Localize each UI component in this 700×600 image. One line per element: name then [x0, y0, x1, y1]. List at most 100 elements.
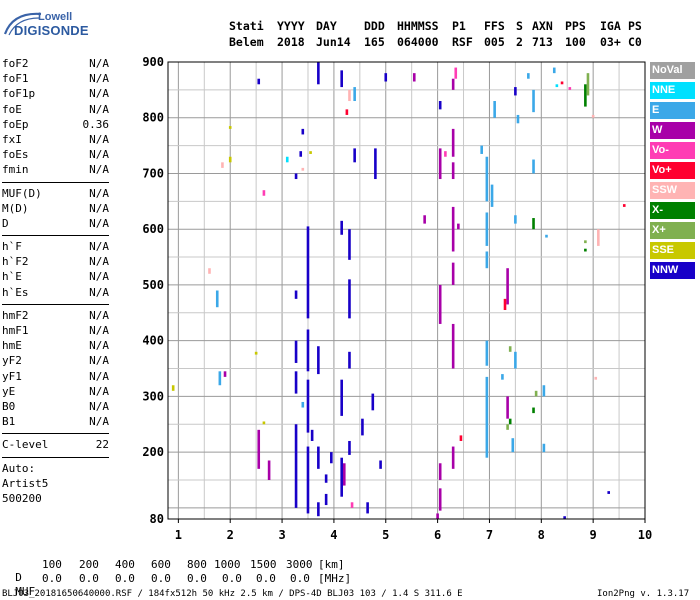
legend-item-vo: Vo+ — [650, 162, 695, 179]
data-strip-x — [584, 84, 587, 107]
data-strip-nnw — [340, 457, 343, 497]
y-tick-label: 700 — [142, 166, 164, 180]
param-name: yE — [2, 384, 16, 398]
param-name: C-level — [2, 438, 49, 452]
data-strip-x — [534, 390, 538, 397]
data-strip-sse — [228, 126, 232, 129]
data-strip-e — [301, 401, 305, 408]
y-tick-label: 80 — [150, 512, 164, 526]
param-value: N/A — [89, 132, 109, 146]
data-strip-w — [438, 284, 442, 324]
data-strip-x — [584, 248, 587, 252]
data-strip-x — [532, 218, 535, 230]
data-strip-w — [506, 396, 509, 419]
data-strip-e — [527, 73, 530, 79]
header-value-3: 165 — [364, 35, 385, 49]
data-strip-vo — [459, 435, 463, 441]
data-strip-nnw — [340, 379, 343, 416]
logo-digisonde: DIGISONDE — [14, 23, 89, 38]
param-value: N/A — [89, 216, 109, 230]
data-strip-e — [514, 351, 517, 369]
param-name: foEs — [2, 148, 29, 162]
data-strip-nnw — [379, 460, 382, 469]
data-strip-nnw — [340, 220, 343, 235]
data-strip-w — [457, 223, 460, 230]
param-value: N/A — [89, 354, 109, 368]
param-name: foF2 — [2, 57, 29, 70]
data-strip-e — [353, 87, 356, 102]
data-strip-e — [532, 159, 535, 174]
data-strip-nnw — [294, 173, 298, 180]
data-strip-nnw — [299, 151, 303, 157]
param-value: 22 — [95, 438, 109, 452]
footer-d-value: 3000 — [286, 558, 313, 571]
header-label-11: PS — [628, 19, 642, 33]
plot-border — [167, 61, 646, 520]
data-strip-sse — [309, 151, 312, 154]
footer-d-value: 400 — [115, 558, 135, 571]
param-value: 0.36 — [82, 117, 110, 131]
data-strip-nnw — [306, 379, 310, 433]
data-strip-nne — [285, 156, 289, 163]
footer-d-row: D — [2, 558, 22, 584]
y-tick-label: 900 — [142, 55, 164, 69]
data-strip-x — [506, 424, 509, 430]
param-row-fof1p: foF1p N/A — [2, 87, 109, 102]
data-strip-e — [514, 215, 517, 224]
panel-divider — [2, 181, 109, 183]
legend-item-vo: Vo- — [650, 142, 695, 159]
footer-muf-row: MUF — [2, 572, 35, 598]
data-strip-ssw — [591, 114, 595, 118]
param-row-b0: B0 N/A — [2, 400, 109, 415]
param-name: h`F — [2, 240, 22, 254]
data-strip-sse — [171, 385, 175, 391]
param-value: N/A — [89, 415, 109, 429]
y-tick-label: 400 — [142, 334, 164, 348]
data-strip-w — [267, 460, 271, 480]
data-strip-w — [342, 463, 346, 486]
x-tick-label: 7 — [486, 528, 493, 540]
legend-item-e: E — [650, 102, 695, 119]
footer-file-info: BLJ03_20181650640000.RSF / 184fx512h 50 … — [2, 589, 463, 599]
polarization-legend: NoVal NNE E W Vo- Vo+ SSW X- X+ SSE NNW — [650, 62, 695, 282]
header-value-1: 2018 — [277, 35, 305, 49]
data-strip-nnw — [607, 491, 611, 494]
param-name: yF1 — [2, 369, 22, 383]
data-strip-w — [451, 162, 455, 180]
panel-divider — [2, 456, 109, 458]
header-label-5: P1 — [452, 19, 466, 33]
x-tick-label: 9 — [590, 528, 597, 540]
legend-item-w: W — [650, 122, 695, 139]
header-label-6: FFS — [484, 19, 505, 33]
data-strip-sse — [254, 351, 258, 355]
digisonde-logo-swoosh — [3, 12, 42, 36]
legend-item-nne: NNE — [650, 82, 695, 99]
data-strip-nnw — [294, 340, 298, 363]
footer-d-value: 800 — [187, 558, 207, 571]
data-strip-vo — [568, 87, 572, 90]
data-strip-w — [438, 463, 442, 480]
data-strip-nnw — [374, 148, 377, 180]
param-row-clevel: C-level 22 — [2, 438, 109, 453]
panel-divider — [2, 235, 109, 237]
x-tick-label: 8 — [538, 528, 545, 540]
footer-muf-value: 0.0 — [290, 572, 310, 585]
param-name: M(D) — [2, 201, 29, 215]
param-value: N/A — [89, 324, 109, 337]
data-strip-nnw — [348, 229, 351, 260]
data-strip-ssw — [221, 162, 224, 168]
param-row-hf2: h`F2 N/A — [2, 255, 109, 270]
data-strip-e — [485, 251, 489, 269]
data-strip-nnw — [317, 502, 320, 517]
data-strip-nnw — [317, 62, 320, 85]
data-strip-e — [511, 438, 515, 453]
data-strip-w — [412, 73, 416, 82]
param-value: N/A — [89, 399, 109, 413]
data-strip-w — [438, 488, 442, 511]
data-strip-e — [485, 376, 489, 458]
param-value: N/A — [89, 201, 109, 215]
footer-version: Ion2Png v. 1.3.17 — [597, 589, 690, 599]
param-row-foep: foEp 0.36 — [2, 118, 109, 133]
data-strip-nnw — [366, 502, 369, 514]
data-strip-ssw — [301, 167, 305, 171]
